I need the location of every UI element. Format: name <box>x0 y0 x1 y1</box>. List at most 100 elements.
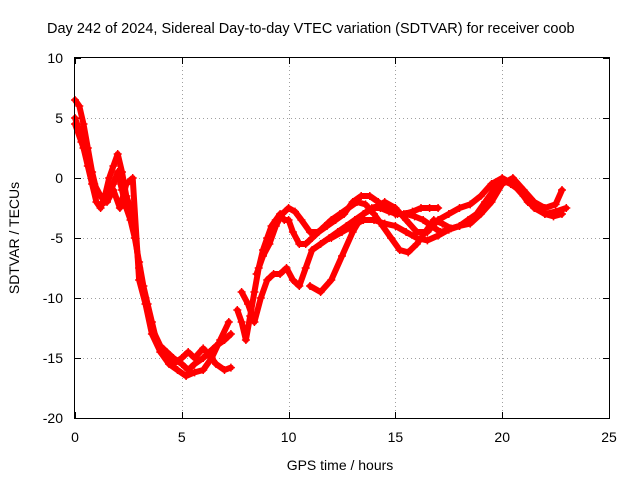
series-line <box>72 121 232 379</box>
data-point <box>109 162 118 170</box>
data-point <box>109 186 118 194</box>
data-point <box>216 336 225 344</box>
x-tick-label: 0 <box>71 429 79 445</box>
data-point <box>199 366 208 374</box>
data-point <box>444 210 453 218</box>
x-tick-label: 5 <box>178 429 186 445</box>
data-point <box>551 207 560 216</box>
data-point <box>115 204 124 212</box>
data-point <box>444 225 453 234</box>
data-point <box>380 198 389 206</box>
data-point <box>241 336 250 344</box>
data-point <box>250 288 259 296</box>
data-point <box>288 276 297 284</box>
data-point <box>199 344 208 353</box>
data-point <box>316 240 325 248</box>
data-point <box>301 240 310 248</box>
data-point <box>487 180 496 188</box>
series-layer <box>71 96 571 380</box>
y-tick-label: -15 <box>43 350 63 366</box>
data-point <box>278 210 287 218</box>
data-point <box>487 198 496 206</box>
data-point <box>402 228 411 236</box>
data-point <box>308 246 317 254</box>
x-axis-label: GPS time / hours <box>287 457 394 473</box>
data-point <box>387 234 396 242</box>
data-point <box>395 246 404 254</box>
data-point <box>83 156 92 164</box>
data-point <box>466 200 475 209</box>
data-point <box>77 138 86 146</box>
data-point <box>331 216 340 224</box>
data-point <box>391 222 400 230</box>
data-point <box>327 234 336 242</box>
data-point <box>423 228 432 236</box>
data-point <box>118 168 126 176</box>
data-point <box>103 198 111 206</box>
data-point <box>297 216 306 224</box>
data-point <box>259 252 267 260</box>
data-point <box>476 210 485 218</box>
x-tick-label: 15 <box>388 429 404 445</box>
data-point <box>434 204 443 212</box>
data-point <box>338 228 346 236</box>
data-point <box>147 330 156 338</box>
data-point <box>233 306 242 314</box>
data-point <box>466 219 475 228</box>
x-tick-label: 25 <box>601 429 617 445</box>
data-point <box>177 360 186 368</box>
data-point <box>271 222 280 230</box>
data-point <box>220 366 229 374</box>
data-point <box>417 204 425 212</box>
data-point <box>135 276 144 284</box>
data-point <box>295 282 304 290</box>
data-point <box>455 204 464 212</box>
data-point <box>306 228 314 236</box>
series-track-f <box>252 192 443 278</box>
x-tick-label: 20 <box>494 429 510 445</box>
data-point <box>404 248 413 257</box>
data-point <box>306 282 314 290</box>
data-point <box>288 228 297 236</box>
data-point <box>276 270 285 278</box>
data-point <box>184 348 193 356</box>
data-point <box>380 219 389 228</box>
data-point <box>156 348 165 356</box>
data-point <box>141 300 150 308</box>
data-point <box>419 216 428 224</box>
y-axis-label: SDTVAR / TECUs <box>6 182 22 294</box>
y-tick-label: 0 <box>55 170 63 186</box>
y-tick-label: -10 <box>43 290 63 306</box>
data-point <box>173 366 182 374</box>
data-point <box>250 318 259 326</box>
data-point <box>476 192 485 200</box>
data-point <box>558 186 566 194</box>
data-point <box>540 204 549 212</box>
data-point <box>562 204 571 212</box>
data-point <box>169 354 178 362</box>
data-point <box>237 318 246 326</box>
data-point <box>425 204 434 212</box>
series-track-h <box>327 174 566 245</box>
data-point <box>314 228 323 236</box>
data-point <box>224 318 233 326</box>
data-point <box>530 198 539 206</box>
data-point <box>128 174 137 182</box>
data-point <box>434 216 443 224</box>
data-point <box>519 186 528 194</box>
data-point <box>182 372 191 380</box>
data-point <box>263 276 272 284</box>
data-point <box>338 252 346 260</box>
data-point <box>165 360 173 368</box>
data-point <box>256 294 265 302</box>
data-point <box>365 192 374 200</box>
data-point <box>434 231 443 240</box>
data-point <box>308 234 317 242</box>
data-point <box>402 216 411 224</box>
x-tick-label: 10 <box>281 429 297 445</box>
data-point <box>105 174 114 182</box>
data-point <box>252 270 261 278</box>
data-point <box>359 216 368 224</box>
data-point <box>301 264 310 272</box>
